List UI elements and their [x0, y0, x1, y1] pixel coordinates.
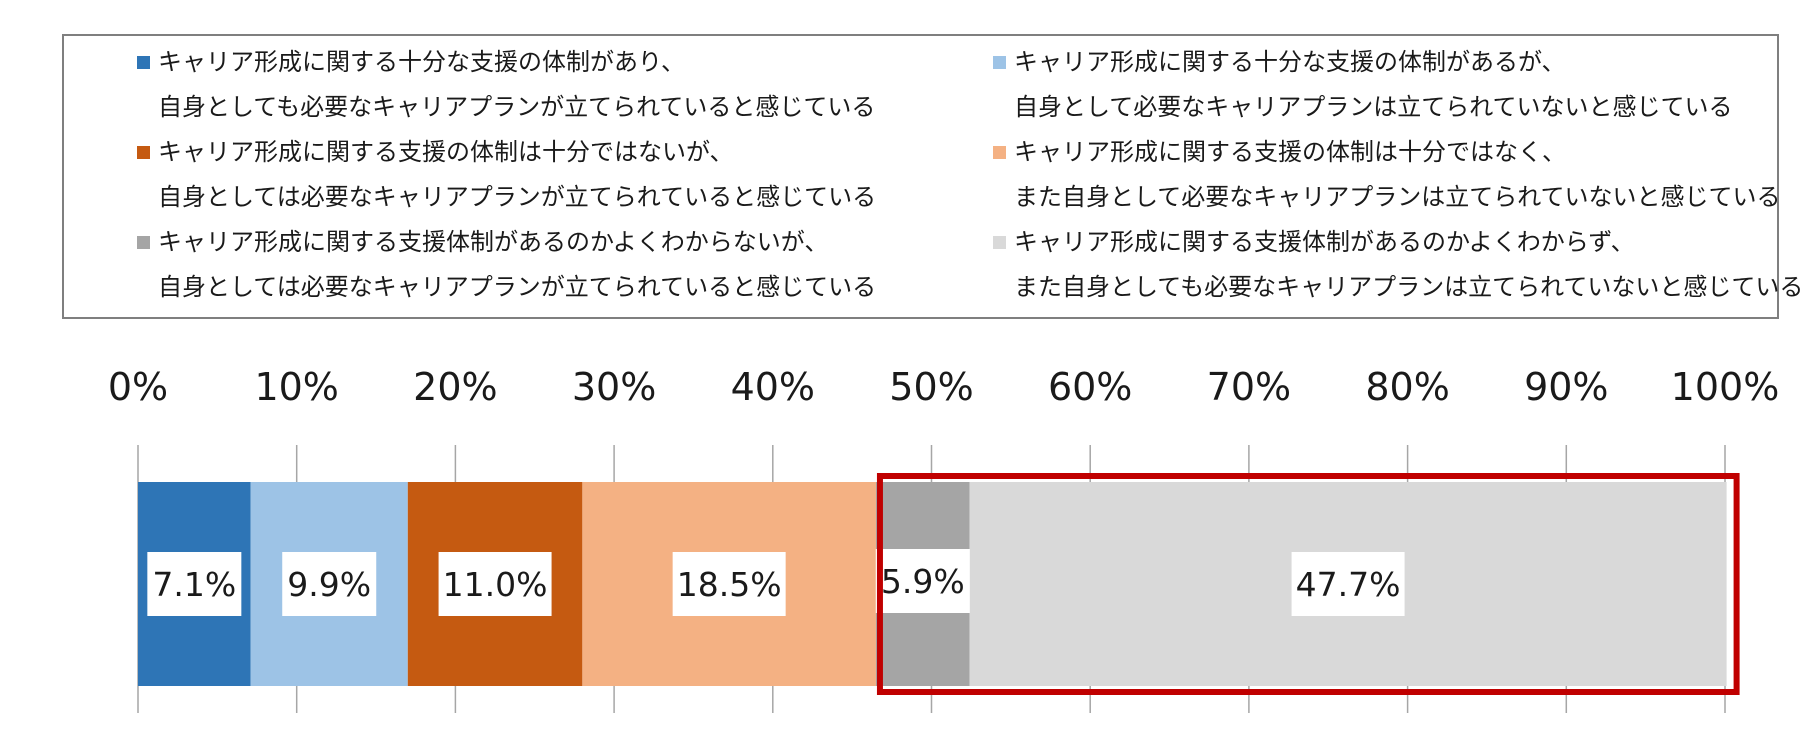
tick-label-10: 100% [1671, 365, 1780, 409]
legend-label-4-line1: キャリア形成に関する支援の体制は十分ではなく、 [1014, 138, 1566, 166]
data-label-box-2 [282, 552, 377, 616]
tick-label-4: 40% [731, 365, 815, 409]
data-label-6: 47.7% [1296, 565, 1401, 604]
tick-label-3: 30% [572, 365, 656, 409]
legend-swatch-1 [137, 56, 150, 69]
legend-swatch-4 [993, 146, 1006, 159]
legend-label-5-line1: キャリア形成に関する支援体制があるのかよくわからないが、 [158, 228, 829, 256]
tick-label-9: 90% [1524, 365, 1608, 409]
highlight-frame [876, 473, 1740, 695]
legend-swatch-3 [137, 146, 150, 159]
data-label-4: 18.5% [677, 565, 782, 604]
legend-label-3-line2: 自身としては必要なキャリアプランが立てられていると感じている [158, 183, 877, 211]
legend-swatch-5 [137, 236, 150, 249]
tick-label-5: 50% [889, 365, 973, 409]
legend-label-2-line2: 自身として必要なキャリアプランは立てられていないと感じている [1014, 93, 1733, 121]
legend-label-1-line1: キャリア形成に関する十分な支援の体制があり、 [158, 48, 686, 76]
legend-label-6-line1: キャリア形成に関する支援体制があるのかよくわからず、 [1014, 228, 1635, 256]
legend-swatch-2 [993, 56, 1006, 69]
legend-label-3-line1: キャリア形成に関する支援の体制は十分ではないが、 [158, 138, 734, 166]
legend-label-4-line2: また自身として必要なキャリアプランは立てられていないと感じている [1014, 183, 1781, 211]
tick-label-6: 60% [1048, 365, 1132, 409]
data-label-box-4 [672, 552, 786, 616]
data-label-5: 5.9% [881, 562, 965, 601]
data-label-box-6 [1291, 552, 1405, 616]
data-label-box-3 [438, 552, 552, 616]
data-label-box-5 [875, 549, 970, 613]
tick-label-8: 80% [1365, 365, 1449, 409]
legend-label-1-line2: 自身としても必要なキャリアプランが立てられていると感じている [158, 93, 876, 121]
data-label-2: 9.9% [287, 565, 371, 604]
legend-label-6-line2: また自身としても必要なキャリアプランは立てられていないと感じている [1014, 273, 1804, 301]
tick-label-7: 70% [1207, 365, 1291, 409]
tick-label-1: 10% [254, 365, 338, 409]
legend-label-2-line1: キャリア形成に関する十分な支援の体制があるが、 [1014, 48, 1566, 76]
tick-label-2: 20% [413, 365, 497, 409]
data-label-1: 7.1% [152, 565, 236, 604]
legend-label-5-line2: 自身としては必要なキャリアプランが立てられていると感じている [158, 273, 877, 301]
data-label-box-1 [147, 552, 242, 616]
legend: キャリア形成に関する十分な支援の体制があり、 自身としても必要なキャリアプランが… [62, 34, 1803, 319]
tick-label-0: 0% [108, 365, 168, 409]
legend-swatch-6 [993, 236, 1006, 249]
data-label-3: 11.0% [443, 565, 548, 604]
